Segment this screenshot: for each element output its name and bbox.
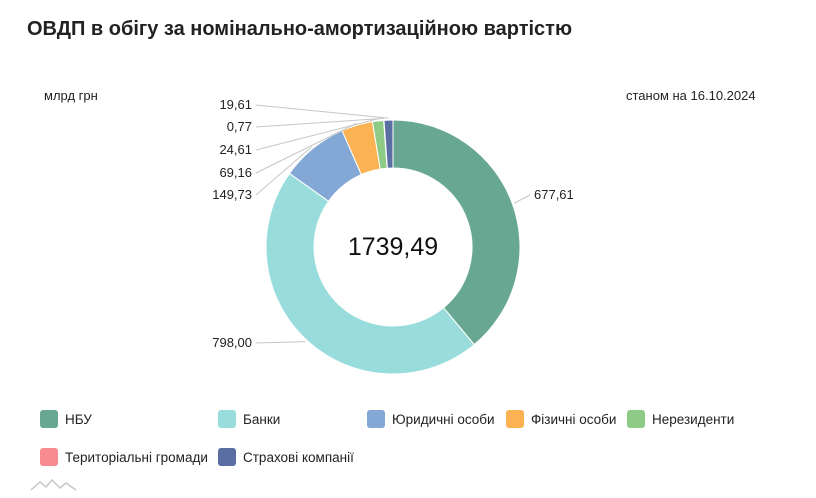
- legend-swatch: [218, 448, 236, 466]
- data-label: 677,61: [534, 187, 574, 202]
- slice-insurance-companies[interactable]: [383, 119, 394, 169]
- slice-banks[interactable]: [265, 172, 475, 375]
- donut-chart: 677,61 798,00 149,73 69,16 24,61 0,77 19,61 17…: [212, 97, 574, 375]
- legend-swatch: [40, 448, 58, 466]
- legend-swatch: [367, 410, 385, 428]
- data-label: 149,73: [212, 187, 252, 202]
- leader-line: [255, 341, 306, 344]
- data-label: 69,16: [219, 165, 252, 180]
- legend-item-individuals[interactable]: Фізичні особи: [506, 410, 616, 428]
- chart-title: ОВДП в обігу за номінально-амортизаційно…: [27, 18, 573, 40]
- legend-label: Територіальні громади: [65, 449, 208, 465]
- donut-slices: [265, 119, 521, 375]
- legend-swatch: [506, 410, 524, 428]
- legend: НБУ Банки Юридичні особи Фізичні особи Н…: [40, 410, 800, 490]
- legend-label: Фізичні особи: [531, 411, 617, 427]
- unit-label: млрд грн: [44, 88, 98, 103]
- legend-item-nonresidents[interactable]: Нерезиденти: [627, 410, 734, 428]
- legend-swatch: [218, 410, 236, 428]
- brand-logo-icon: [30, 478, 77, 491]
- legend-label: Юридичні особи: [392, 411, 495, 427]
- legend-label: Страхові компанії: [243, 449, 354, 465]
- data-label: 798,00: [212, 335, 252, 350]
- legend-item-banks[interactable]: Банки: [218, 410, 280, 428]
- leader-line: [255, 118, 378, 151]
- legend-label: Нерезиденти: [652, 411, 735, 427]
- center-total-label: 1739,49: [348, 233, 438, 261]
- data-labels: 677,61 798,00 149,73 69,16 24,61 0,77 19,61: [212, 97, 574, 350]
- leader-line: [255, 104, 389, 119]
- legend-item-legal-entities[interactable]: Юридичні особи: [367, 410, 495, 428]
- leader-line: [255, 117, 384, 128]
- legend-item-territorial-communities[interactable]: Територіальні громади: [40, 448, 208, 466]
- slice-nbu[interactable]: [392, 119, 521, 346]
- legend-swatch: [627, 410, 645, 428]
- data-label: 24,61: [219, 142, 252, 157]
- legend-item-insurance-companies[interactable]: Страхові компанії: [218, 448, 354, 466]
- legend-swatch: [40, 410, 58, 428]
- label-leader-lines: [255, 104, 531, 344]
- date-label: станом на 16.10.2024: [626, 88, 756, 103]
- leader-line: [255, 146, 312, 196]
- leader-line: [255, 122, 357, 174]
- data-label: 19,61: [219, 97, 252, 112]
- legend-label: Банки: [243, 411, 281, 427]
- data-label: 0,77: [227, 119, 252, 134]
- legend-item-nbu[interactable]: НБУ: [40, 410, 92, 428]
- legend-label: НБУ: [65, 411, 92, 427]
- leader-line: [514, 194, 531, 204]
